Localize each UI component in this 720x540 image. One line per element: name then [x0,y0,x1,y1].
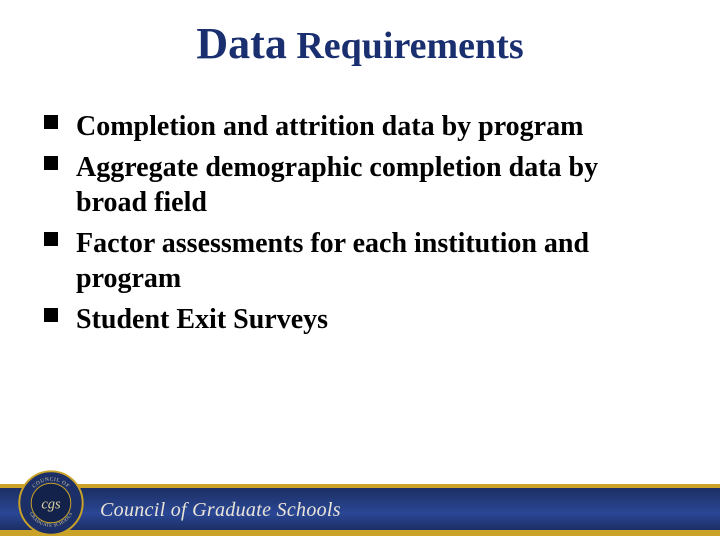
footer-base [0,536,720,540]
bullet-text: Student Exit Surveys [76,304,328,335]
bullet-text: Factor assessments for each institution … [76,228,589,294]
bullet-text: Aggregate demographic completion data by… [76,152,598,218]
list-item: Completion and attrition data by program [44,109,676,144]
title-word-1: Data [196,19,286,68]
bullet-text: Completion and attrition data by program [76,111,583,142]
square-bullet-icon [44,156,58,170]
bullet-list: Completion and attrition data by program… [44,109,676,337]
slide: Data Requirements Completion and attriti… [0,0,720,540]
square-bullet-icon [44,232,58,246]
slide-title: Data Requirements [0,0,720,79]
org-name: Council of Graduate Schools [100,499,341,522]
square-bullet-icon [44,308,58,322]
square-bullet-icon [44,115,58,129]
slide-content: Completion and attrition data by program… [0,79,720,337]
svg-text:cgs: cgs [41,496,61,512]
org-seal-icon: COUNCIL OF GRADUATE SCHOOLS cgs [18,470,84,536]
list-item: Aggregate demographic completion data by… [44,150,676,220]
title-word-2: Requirements [296,25,523,67]
list-item: Student Exit Surveys [44,302,676,337]
list-item: Factor assessments for each institution … [44,226,676,296]
footer: COUNCIL OF GRADUATE SCHOOLS cgs Council … [0,480,720,540]
